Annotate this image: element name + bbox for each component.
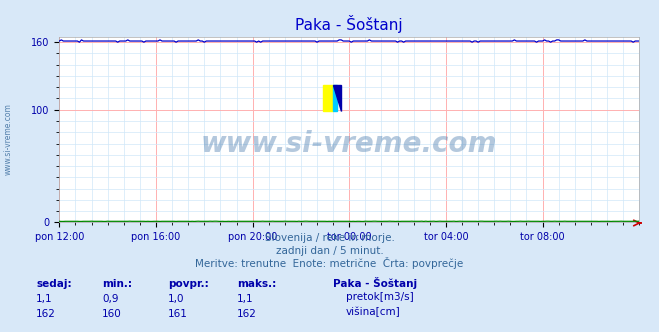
Title: Paka - Šoštanj: Paka - Šoštanj — [295, 15, 403, 33]
Text: 1,1: 1,1 — [36, 294, 53, 304]
Text: sedaj:: sedaj: — [36, 279, 72, 289]
Text: 1,0: 1,0 — [168, 294, 185, 304]
Text: zadnji dan / 5 minut.: zadnji dan / 5 minut. — [275, 246, 384, 256]
Text: višina[cm]: višina[cm] — [346, 307, 401, 317]
Text: 0,9: 0,9 — [102, 294, 119, 304]
Bar — [333, 85, 337, 111]
Text: Slovenija / reke in morje.: Slovenija / reke in morje. — [264, 233, 395, 243]
Text: Meritve: trenutne  Enote: metrične  Črta: povprečje: Meritve: trenutne Enote: metrične Črta: … — [195, 257, 464, 269]
Text: povpr.:: povpr.: — [168, 279, 209, 289]
Text: Paka - Šoštanj: Paka - Šoštanj — [333, 277, 417, 289]
Text: www.si-vreme.com: www.si-vreme.com — [201, 130, 498, 158]
Text: pretok[m3/s]: pretok[m3/s] — [346, 292, 414, 302]
Text: 161: 161 — [168, 309, 188, 319]
Text: www.si-vreme.com: www.si-vreme.com — [3, 104, 13, 175]
Text: 160: 160 — [102, 309, 122, 319]
Text: maks.:: maks.: — [237, 279, 277, 289]
Text: 162: 162 — [237, 309, 257, 319]
Text: min.:: min.: — [102, 279, 132, 289]
Bar — [323, 85, 333, 111]
Text: 1,1: 1,1 — [237, 294, 254, 304]
Polygon shape — [333, 85, 341, 111]
Text: 162: 162 — [36, 309, 56, 319]
